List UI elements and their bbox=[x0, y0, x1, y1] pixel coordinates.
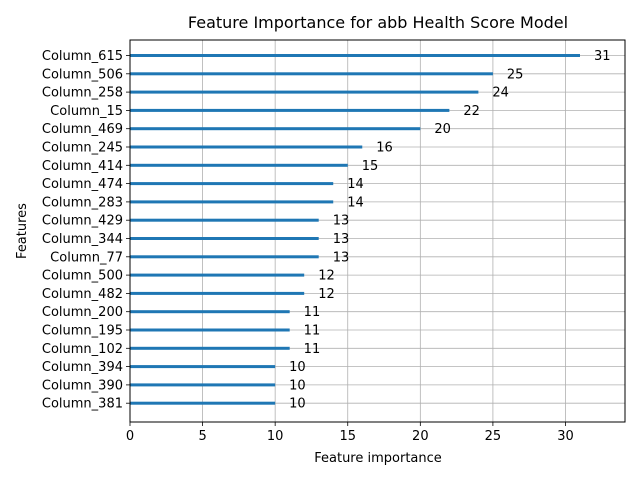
bar bbox=[130, 273, 305, 277]
value-label: 10 bbox=[289, 360, 306, 375]
chart-title: Feature Importance for abb Health Score … bbox=[188, 13, 568, 32]
y-tick-label: Column_506 bbox=[42, 67, 123, 82]
bar bbox=[130, 54, 580, 57]
value-label: 22 bbox=[463, 104, 480, 119]
value-label: 20 bbox=[434, 122, 451, 137]
bar bbox=[130, 328, 290, 332]
y-tick-label: Column_482 bbox=[42, 287, 123, 302]
value-label: 24 bbox=[492, 86, 509, 101]
value-label: 11 bbox=[304, 305, 321, 320]
bar bbox=[130, 108, 450, 112]
value-label: 14 bbox=[347, 177, 364, 192]
bar bbox=[130, 145, 363, 149]
grid bbox=[129, 40, 625, 422]
y-tick-label: Column_102 bbox=[42, 342, 123, 357]
bar bbox=[130, 365, 276, 369]
value-label: 13 bbox=[333, 250, 350, 265]
y-tick-label: Column_500 bbox=[42, 269, 123, 284]
plot-frame bbox=[129, 39, 626, 423]
x-tick-label: 15 bbox=[339, 429, 356, 444]
y-tick-label: Column_414 bbox=[42, 159, 123, 174]
x-tick-label: 25 bbox=[485, 429, 502, 444]
bar bbox=[130, 346, 290, 350]
y-tick-label: Column_195 bbox=[42, 324, 123, 339]
ticks: 0 5 10 15 20 25 30 Column_615 Column_506 Column_2… bbox=[42, 49, 574, 444]
value-label: 10 bbox=[289, 378, 306, 393]
value-label: 13 bbox=[333, 232, 350, 247]
value-label: 11 bbox=[304, 342, 321, 357]
y-tick-label: Column_469 bbox=[42, 122, 123, 137]
bar bbox=[130, 237, 319, 240]
x-tick-label: 5 bbox=[198, 429, 206, 444]
value-label: 15 bbox=[362, 159, 379, 174]
value-label: 31 bbox=[594, 49, 611, 64]
x-tick-label: 20 bbox=[412, 429, 429, 444]
value-label: 12 bbox=[318, 269, 335, 284]
bar bbox=[130, 401, 276, 405]
y-tick-label: Column_344 bbox=[42, 232, 123, 247]
y-tick-label: Column_283 bbox=[42, 195, 123, 210]
value-label: 14 bbox=[347, 195, 364, 210]
bar bbox=[130, 163, 348, 167]
value-label: 13 bbox=[333, 214, 350, 229]
y-tick-label: Column_390 bbox=[42, 378, 123, 393]
bar bbox=[130, 127, 421, 131]
x-tick-label: 10 bbox=[267, 429, 284, 444]
bar bbox=[130, 255, 319, 259]
bar bbox=[130, 218, 319, 222]
x-tick-label: 0 bbox=[126, 429, 134, 444]
y-tick-label: Column_381 bbox=[42, 397, 123, 412]
y-axis-label: Features bbox=[15, 203, 30, 259]
bar bbox=[130, 310, 290, 314]
bars bbox=[130, 54, 580, 405]
bar bbox=[130, 291, 305, 295]
y-tick-label: Column_200 bbox=[42, 305, 123, 320]
value-label: 12 bbox=[318, 287, 335, 302]
y-tick-label: Column_474 bbox=[42, 177, 123, 192]
x-tick-label: 30 bbox=[557, 429, 574, 444]
bar bbox=[130, 90, 479, 94]
y-tick-label: Column_15 bbox=[50, 104, 123, 119]
value-label: 10 bbox=[289, 397, 306, 412]
value-label: 25 bbox=[507, 67, 524, 82]
value-labels: 31 25 24 22 20 16 15 14 14 13 13 13 12 12 11 11 11 10 10 10 bbox=[289, 49, 610, 412]
x-axis-label: Feature importance bbox=[314, 451, 442, 466]
y-tick-label: Column_245 bbox=[42, 141, 123, 156]
y-tick-label: Column_429 bbox=[42, 214, 123, 229]
y-tick-label: Column_615 bbox=[42, 49, 123, 64]
y-tick-label: Column_258 bbox=[42, 86, 123, 101]
bar bbox=[130, 182, 334, 186]
value-label: 11 bbox=[304, 324, 321, 339]
bar bbox=[130, 72, 493, 76]
bar bbox=[130, 200, 334, 204]
value-label: 16 bbox=[376, 141, 393, 156]
bar bbox=[130, 383, 276, 387]
y-tick-label: Column_394 bbox=[42, 360, 123, 375]
y-tick-label: Column_77 bbox=[50, 250, 123, 265]
